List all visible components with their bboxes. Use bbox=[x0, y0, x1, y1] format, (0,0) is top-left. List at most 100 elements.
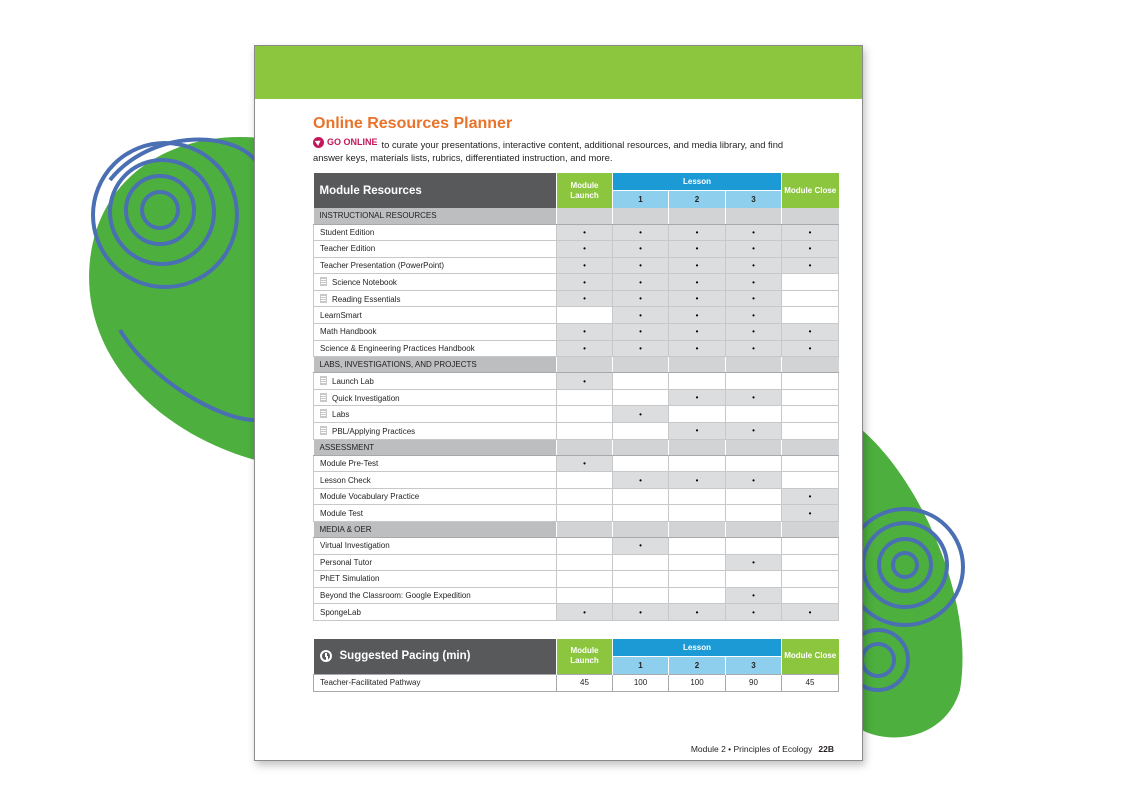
document-page: Online Resources Planner GO ONLINE to cu… bbox=[254, 45, 863, 761]
section-cell bbox=[668, 356, 726, 374]
bullet-mark: • bbox=[695, 294, 699, 304]
resource-name-cell: Module Vocabulary Practice bbox=[313, 488, 557, 506]
resource-name: Teacher Presentation (PowerPoint) bbox=[320, 260, 445, 270]
availability-mark-cell: • bbox=[781, 257, 839, 275]
availability-mark-cell: • bbox=[612, 273, 669, 291]
resource-name-cell: Module Pre-Test bbox=[313, 455, 557, 473]
bullet-mark: • bbox=[639, 294, 642, 304]
bullet-mark: • bbox=[639, 607, 642, 617]
bullet-mark: • bbox=[695, 426, 699, 436]
empty-cell bbox=[556, 471, 613, 489]
empty-cell bbox=[781, 306, 839, 325]
empty-cell bbox=[668, 488, 726, 506]
empty-cell bbox=[612, 389, 669, 407]
table-row: Student Edition • • • • • bbox=[313, 224, 839, 242]
resource-name-cell: Module Test bbox=[313, 504, 557, 522]
lesson-header: Lesson bbox=[612, 173, 782, 190]
section-cell bbox=[556, 439, 613, 456]
go-online-link[interactable]: GO ONLINE bbox=[313, 136, 378, 149]
availability-mark-cell: • bbox=[668, 306, 726, 325]
empty-cell bbox=[781, 405, 839, 424]
section-cell bbox=[668, 521, 726, 538]
bullet-mark: • bbox=[752, 393, 755, 403]
availability-mark-cell: • bbox=[556, 372, 613, 390]
empty-cell bbox=[612, 372, 669, 390]
resource-name: Personal Tutor bbox=[320, 557, 373, 567]
empty-cell bbox=[668, 455, 726, 473]
availability-mark-cell: • bbox=[612, 306, 669, 325]
empty-cell bbox=[556, 405, 613, 424]
availability-mark-cell: • bbox=[612, 323, 669, 341]
resource-name: Module Vocabulary Practice bbox=[320, 492, 420, 502]
section-cell bbox=[781, 439, 839, 456]
resource-name: Module Pre-Test bbox=[320, 458, 379, 468]
module-close-header: Module Close bbox=[781, 639, 839, 674]
availability-mark-cell: • bbox=[781, 323, 839, 341]
empty-cell bbox=[725, 504, 782, 522]
table-row: Module Vocabulary Practice • bbox=[313, 488, 839, 506]
bullet-mark: • bbox=[583, 277, 586, 287]
availability-mark-cell: • bbox=[612, 405, 669, 424]
availability-mark-cell: • bbox=[781, 340, 839, 358]
resource-name: Science Notebook bbox=[332, 278, 397, 288]
empty-cell bbox=[781, 537, 839, 555]
bullet-mark: • bbox=[752, 260, 755, 270]
availability-mark-cell: • bbox=[725, 389, 782, 407]
resource-name-cell: Science & Engineering Practices Handbook bbox=[313, 340, 557, 358]
module-resources-header: Module Resources bbox=[313, 173, 557, 208]
availability-mark-cell: • bbox=[725, 471, 782, 489]
right-swirl bbox=[845, 507, 965, 692]
bullet-mark: • bbox=[752, 343, 755, 353]
section-cell bbox=[725, 208, 782, 225]
empty-cell bbox=[781, 554, 839, 572]
empty-cell bbox=[781, 389, 839, 407]
section-cell bbox=[612, 439, 669, 456]
section-cell bbox=[725, 439, 782, 456]
empty-cell bbox=[556, 554, 613, 572]
empty-cell bbox=[556, 537, 613, 555]
section-cell bbox=[556, 208, 613, 225]
availability-mark-cell: • bbox=[668, 323, 726, 341]
table-row: Module Pre-Test • bbox=[313, 455, 839, 473]
bullet-mark: • bbox=[808, 227, 812, 237]
table-row: LearnSmart • • • bbox=[313, 306, 839, 325]
empty-cell bbox=[612, 587, 669, 605]
empty-cell bbox=[556, 488, 613, 506]
lesson-header: Lesson bbox=[612, 639, 782, 656]
table-row: Math Handbook • • • • • bbox=[313, 323, 839, 341]
footer-module-title: Module 2 • Principles of Ecology bbox=[690, 744, 813, 754]
suggested-pacing-header: Suggested Pacing (min) bbox=[313, 639, 557, 674]
resource-name-cell: PhET Simulation bbox=[313, 570, 557, 588]
bullet-mark: • bbox=[752, 277, 755, 287]
availability-mark-cell: • bbox=[668, 471, 726, 489]
availability-mark-cell: • bbox=[781, 224, 839, 242]
section-label: INSTRUCTIONAL RESOURCES bbox=[313, 208, 557, 225]
resource-name: LearnSmart bbox=[320, 310, 362, 320]
resource-name-cell: Personal Tutor bbox=[313, 554, 557, 572]
resource-name-cell: SpongeLab bbox=[313, 603, 557, 621]
availability-mark-cell: • bbox=[612, 257, 669, 275]
section-label: ASSESSMENT bbox=[313, 439, 557, 456]
bullet-mark: • bbox=[695, 310, 699, 320]
empty-cell bbox=[556, 422, 613, 440]
pacing-value: 90 bbox=[725, 673, 782, 692]
resource-name: Math Handbook bbox=[320, 327, 377, 337]
table-row: Personal Tutor • bbox=[313, 554, 839, 572]
document-icon bbox=[320, 392, 327, 402]
pacing-value: 100 bbox=[612, 673, 669, 692]
resource-name-cell: Lesson Check bbox=[313, 471, 557, 489]
resource-name-cell: Teacher Edition bbox=[313, 240, 557, 258]
availability-mark-cell: • bbox=[725, 554, 782, 572]
pacing-row-label: Teacher-Facilitated Pathway bbox=[313, 673, 557, 692]
resource-name: Launch Lab bbox=[332, 377, 374, 387]
suggested-pacing-title: Suggested Pacing (min) bbox=[339, 650, 471, 663]
pacing-value: 100 bbox=[668, 673, 726, 692]
resource-name-cell: Virtual Investigation bbox=[313, 537, 557, 555]
bullet-mark: • bbox=[639, 327, 642, 337]
document-icon bbox=[320, 409, 327, 419]
bullet-mark: • bbox=[639, 244, 642, 254]
resource-name-cell: Launch Lab bbox=[313, 372, 557, 390]
availability-mark-cell: • bbox=[725, 273, 782, 291]
section-header-row: ASSESSMENT bbox=[313, 439, 839, 456]
bullet-mark: • bbox=[808, 508, 812, 518]
